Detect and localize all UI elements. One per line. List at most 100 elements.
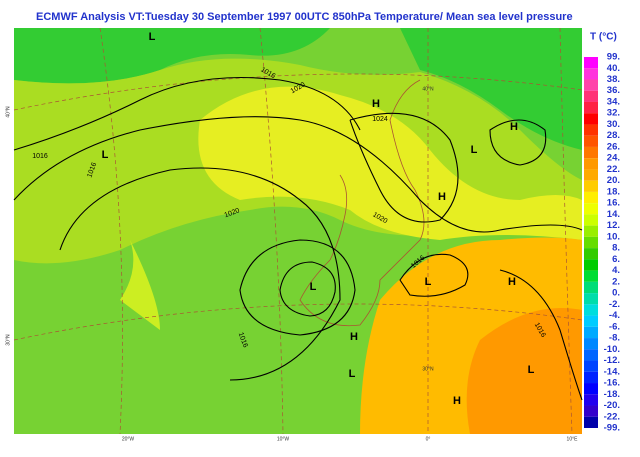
graticule-line [13, 27, 583, 435]
legend-label: 2. [612, 276, 620, 287]
legend-label: -2. [609, 299, 620, 310]
legend-swatch [584, 326, 598, 339]
legend-swatch [584, 225, 598, 237]
isobar [239, 239, 356, 336]
legend-swatch [584, 79, 598, 91]
pressure-center: L [349, 368, 356, 380]
isobar [13, 116, 583, 233]
legend-label: 28. [607, 130, 620, 141]
legend-swatch [584, 214, 598, 226]
legend-swatch [584, 360, 598, 372]
legend-swatch [584, 270, 598, 282]
legend-label: 10. [607, 231, 620, 242]
graticule-label: 30°N [5, 334, 11, 346]
legend-swatch [584, 124, 598, 136]
legend-label: 99. [607, 52, 620, 63]
pressure-center: L [528, 364, 535, 376]
coastline [299, 79, 425, 327]
title: ECMWF Analysis VT:Tuesday 30 September 1… [36, 11, 573, 23]
graticule-label: 10°W [277, 436, 290, 442]
legend-swatch [584, 248, 598, 260]
legend-label: 0. [612, 288, 620, 299]
legend-swatch [584, 416, 598, 428]
graticule-label: 30°N [422, 366, 434, 372]
legend-swatch [584, 57, 598, 69]
isobar [489, 119, 547, 166]
pressure-center: H [510, 121, 518, 133]
isobar [499, 269, 583, 401]
legend-swatch [584, 203, 598, 215]
legend-swatch [584, 68, 598, 80]
legend-label: -20. [604, 400, 620, 411]
legend-label: -14. [604, 366, 620, 377]
pressure-center: H [453, 395, 461, 407]
legend-swatch [584, 101, 598, 114]
legend-swatch [584, 158, 598, 170]
legend-swatch [584, 315, 598, 327]
pressure-center: L [149, 31, 156, 43]
legend-label: 38. [607, 74, 620, 85]
legend-swatch [584, 236, 598, 249]
isobar-label: 1016 [32, 153, 48, 160]
legend-label: -4. [609, 310, 620, 321]
legend-label: 30. [607, 119, 620, 130]
legend-swatch [584, 405, 598, 417]
warm-area [198, 86, 582, 241]
legend-swatch [584, 293, 598, 305]
legend-label: -99. [604, 423, 620, 434]
legend-label: 12. [607, 220, 620, 231]
legend-swatch [584, 259, 598, 271]
legend-label: 36. [607, 85, 620, 96]
legend-label: -12. [604, 355, 620, 366]
legend-label: -18. [604, 389, 620, 400]
legend-swatch [584, 113, 598, 125]
legend-label: -16. [604, 378, 620, 389]
graticule-label: 40°N [5, 106, 11, 118]
legend-swatch [584, 338, 598, 350]
pressure-center: H [372, 98, 380, 110]
pressure-center: L [471, 144, 478, 156]
cold-area [400, 28, 582, 150]
legend-label: 4. [612, 265, 620, 276]
legend-label: 8. [612, 243, 620, 254]
legend-label: 14. [607, 209, 620, 220]
legend-swatch [584, 371, 598, 384]
graticule-label: 40°N [422, 86, 434, 92]
legend-label: 16. [607, 198, 620, 209]
legend-label: 40. [607, 63, 620, 74]
legend-swatch [584, 304, 598, 316]
legend-swatch [584, 383, 598, 395]
pressure-center: H [350, 331, 358, 343]
isobar [59, 167, 341, 381]
isobar-label: 1024 [372, 116, 388, 123]
legend-swatch [584, 191, 598, 204]
legend-swatch [584, 394, 598, 406]
legend-label: -10. [604, 344, 620, 355]
map: L L H H L H L L H H L H L 1016 1016 1016… [5, 27, 583, 442]
pressure-center: L [310, 281, 317, 293]
legend-swatch [584, 90, 598, 102]
legend-swatch [584, 146, 598, 159]
legend-swatch [584, 281, 598, 294]
legend-label: 26. [607, 141, 620, 152]
graticule-label: 20°W [122, 436, 135, 442]
cold-area [14, 28, 330, 84]
isobar [279, 261, 336, 317]
legend-label: -22. [604, 411, 620, 422]
legend-label: 18. [607, 186, 620, 197]
legend-label: 20. [607, 175, 620, 186]
legend-swatch [584, 135, 598, 147]
legend-swatch [584, 180, 598, 192]
legend-label: -8. [609, 333, 620, 344]
isobar-label: 1016 [237, 332, 249, 349]
legend-swatch [584, 169, 598, 181]
graticule-label: 10°E [567, 436, 579, 442]
pressure-center: H [508, 276, 516, 288]
isobar-label: 1016 [86, 162, 98, 179]
pressure-center: H [438, 191, 446, 203]
graticule-label: 0° [426, 436, 431, 442]
isobar [13, 76, 361, 151]
legend-label: 32. [607, 108, 620, 119]
pressure-center: L [102, 149, 109, 161]
